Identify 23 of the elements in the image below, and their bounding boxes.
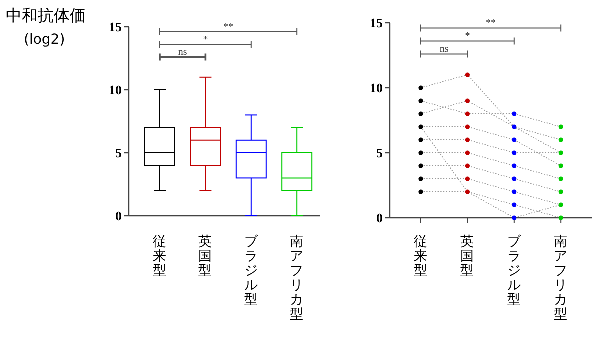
x-tick-label: ブラジル型 [244, 234, 260, 308]
y-tick-label: 15 [370, 16, 384, 30]
y-tick-label: 15 [109, 20, 122, 34]
y-tick-label: 0 [376, 210, 383, 226]
x-tick-label: 英国型 [460, 234, 475, 279]
annotation: ** [486, 18, 496, 30]
annotation: * [203, 34, 208, 46]
x-tick-label: 従来型 [153, 234, 167, 279]
x-tick-label: ブラジル型 [507, 234, 522, 308]
annotation: * [465, 31, 470, 42]
x-tick-label: 南アフリカ型 [554, 234, 568, 322]
x-tick-label: 南アフリカ型 [290, 234, 304, 322]
x-tick-label: 英国型 [198, 234, 213, 279]
annotation: ns [178, 47, 188, 58]
y-tick-label: 10 [109, 82, 122, 98]
annotation: ** [224, 22, 234, 34]
y-tick-label: 0 [116, 208, 122, 224]
annotation: ns [440, 44, 449, 56]
y-axis-title: 中和抗体価 (log2) [6, 6, 86, 48]
y-tick-label: 5 [376, 146, 384, 160]
y-tick-label: 10 [370, 80, 383, 96]
x-tick-label: 従来型 [414, 234, 428, 279]
y-tick-label: 5 [116, 146, 122, 160]
